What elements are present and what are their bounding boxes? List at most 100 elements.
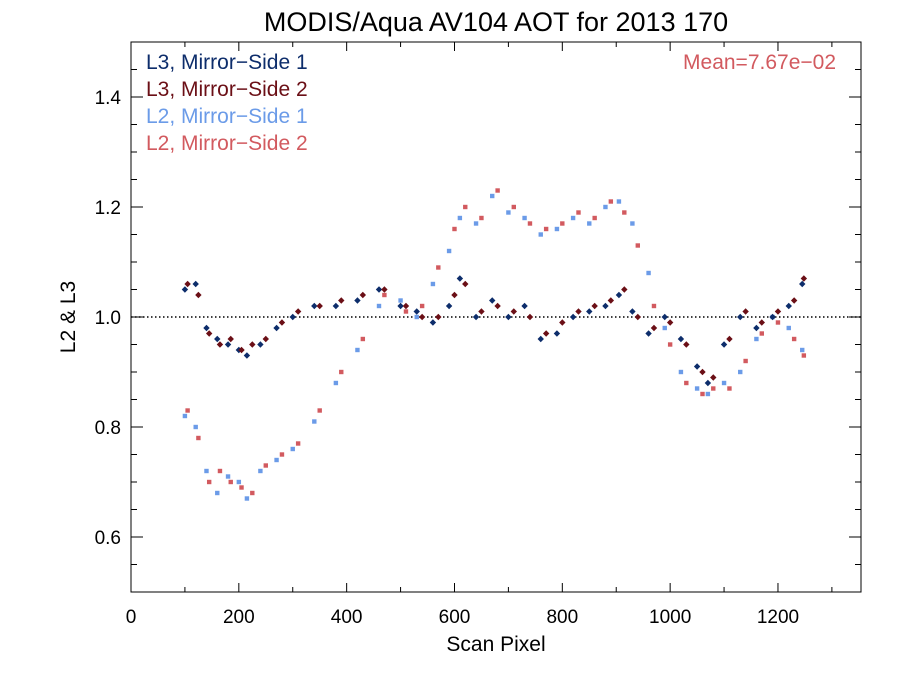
data-point: [651, 303, 657, 309]
data-point: [754, 336, 759, 342]
data-point: [463, 204, 468, 210]
data-point: [586, 308, 593, 315]
data-point: [192, 280, 199, 288]
legend-entry: L2, Mirror−Side 2: [146, 132, 308, 155]
data-point: [456, 275, 464, 282]
data-point: [258, 468, 263, 474]
data-point: [203, 324, 210, 332]
y-tick-label: 1.2: [95, 198, 121, 219]
data-point: [705, 391, 711, 397]
data-point: [785, 302, 792, 310]
data-point: [243, 352, 251, 359]
data-point: [711, 386, 716, 391]
data-point: [542, 330, 550, 337]
data-point: [592, 215, 597, 221]
data-point: [473, 221, 479, 226]
data-point: [375, 286, 383, 293]
data-point: [273, 324, 280, 332]
x-tick-label: 0: [126, 607, 137, 628]
data-point: [227, 335, 234, 343]
data-point: [490, 193, 495, 199]
data-point: [645, 330, 652, 337]
data-point: [753, 324, 760, 332]
series-4: [185, 188, 807, 496]
data-point: [537, 335, 544, 343]
data-point: [184, 280, 191, 288]
data-point: [801, 353, 807, 358]
data-point: [244, 496, 250, 501]
data-point: [800, 347, 805, 353]
data-point: [667, 342, 673, 347]
data-point: [621, 286, 628, 293]
data-point: [758, 319, 765, 326]
data-point: [495, 188, 500, 193]
data-point: [332, 302, 340, 310]
data-point: [759, 331, 764, 336]
data-point: [403, 309, 409, 314]
data-point: [382, 292, 387, 298]
data-point: [457, 215, 463, 221]
data-point: [414, 314, 419, 320]
data-point: [720, 341, 728, 348]
data-point: [799, 280, 806, 288]
data-point: [479, 215, 484, 221]
data-point: [603, 204, 608, 210]
data-point: [193, 424, 198, 430]
data-point: [511, 204, 516, 210]
data-point: [478, 308, 485, 315]
data-point: [185, 408, 190, 413]
data-point: [677, 335, 685, 343]
data-point: [576, 210, 581, 215]
data-point: [316, 302, 323, 310]
data-point: [317, 408, 322, 413]
data-point: [445, 302, 453, 310]
data-point: [249, 341, 256, 348]
data-point: [786, 325, 791, 331]
data-point: [381, 286, 388, 293]
data-point: [182, 413, 188, 419]
data-point: [333, 380, 339, 386]
data-point: [527, 221, 533, 226]
data-point: [214, 335, 221, 343]
data-point: [435, 313, 442, 321]
data-point: [704, 379, 712, 387]
data-point: [419, 303, 425, 309]
data-point: [295, 441, 301, 446]
data-point: [630, 221, 635, 226]
data-point: [494, 302, 501, 310]
data-point: [436, 265, 441, 270]
data-point: [587, 221, 592, 226]
data-point: [225, 474, 231, 479]
data-point: [521, 302, 528, 310]
data-point: [359, 291, 367, 299]
data-point: [554, 226, 560, 232]
data-point: [279, 452, 285, 457]
data-point: [462, 280, 469, 288]
data-point: [774, 308, 782, 315]
data-point: [505, 313, 512, 321]
x-tick-label: 400: [331, 607, 363, 628]
data-point: [238, 346, 245, 354]
series-2: [184, 275, 808, 381]
data-point: [257, 341, 264, 348]
data-point: [472, 313, 480, 321]
data-point: [196, 435, 201, 441]
data-point: [206, 479, 212, 485]
data-point: [553, 330, 561, 337]
data-point: [738, 369, 743, 375]
data-point: [228, 479, 233, 485]
data-point: [710, 374, 717, 381]
data-point: [250, 490, 255, 496]
axis-ticks: [130, 42, 861, 592]
data-point: [263, 463, 268, 468]
data-point: [569, 313, 577, 321]
data-point: [634, 313, 641, 321]
data-point: [666, 319, 674, 326]
data-point: [278, 319, 286, 326]
data-point: [775, 320, 781, 325]
data-point: [646, 270, 651, 276]
data-point: [354, 297, 361, 304]
legend-entry: L2, Mirror−Side 1: [146, 105, 308, 128]
data-point: [294, 308, 302, 315]
